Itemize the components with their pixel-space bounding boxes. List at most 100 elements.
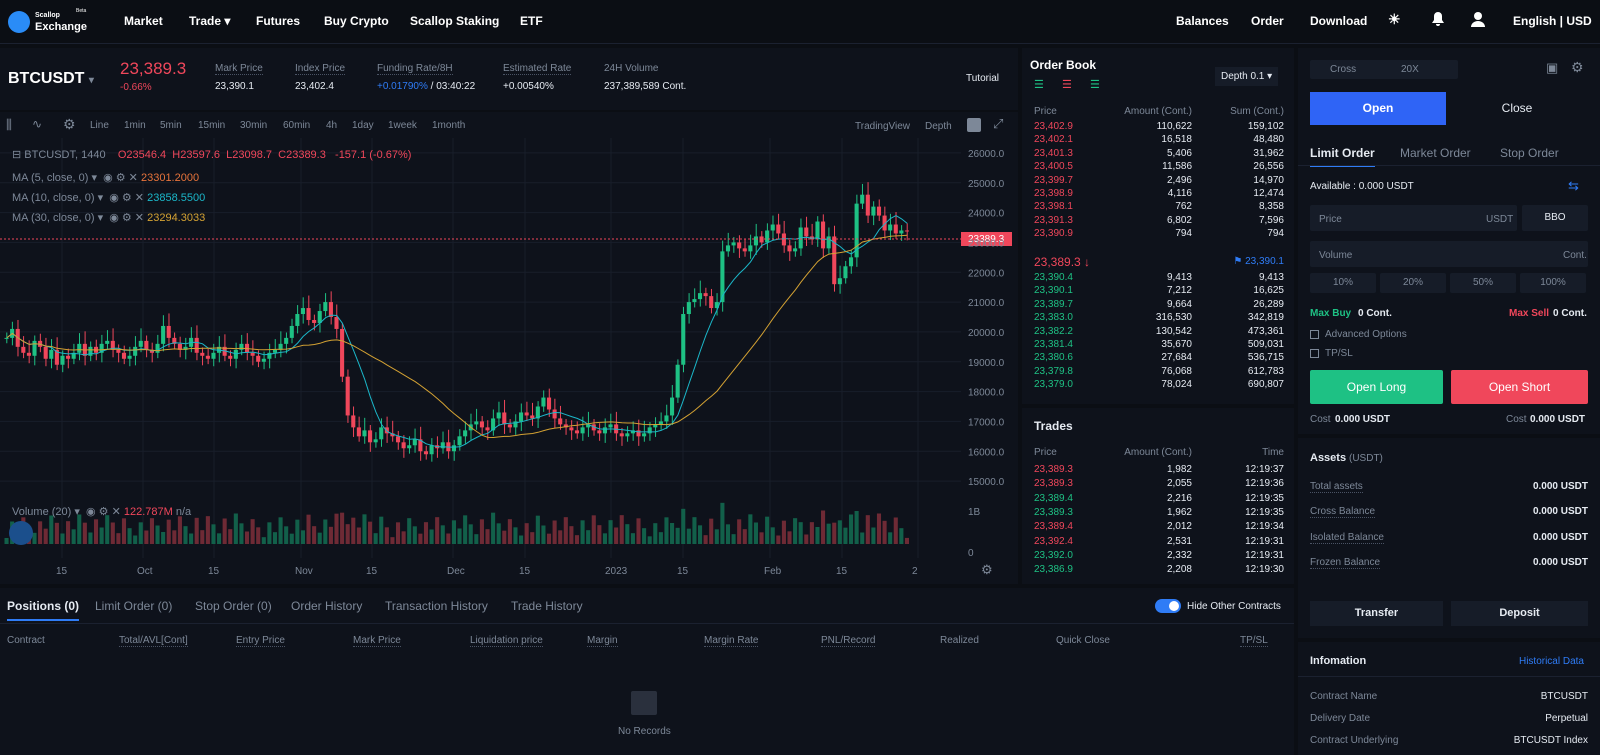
logo[interactable]: Scallop Exchange Beta [8,8,98,36]
ob-view-asks-icon[interactable]: ☰ [1062,79,1072,91]
bid-row[interactable]: 23,390.1 7,212 16,625 [1022,285,1294,298]
candle-type-icon[interactable]: ⫼ [6,117,12,132]
nav-trade[interactable]: Trade ▾ [189,14,231,28]
tab-market-order[interactable]: Market Order [1400,146,1471,160]
open-short-button[interactable]: Open Short [1451,370,1588,404]
interval-line[interactable]: Line [90,120,109,131]
deposit-button[interactable]: Deposit [1451,601,1588,626]
interval-5min[interactable]: 5min [160,120,182,131]
nav-order[interactable]: Order [1251,14,1284,28]
tab-limit-order[interactable]: Limit Order [1310,146,1375,167]
position-tab[interactable]: Trade History [511,599,583,613]
tab-stop-order[interactable]: Stop Order [1500,146,1559,160]
user-icon[interactable] [1471,11,1485,30]
ma10-legend[interactable]: MA (10, close, 0) ▾ ◉ ⚙ ✕ 23858.5500 [12,192,206,204]
ask-row[interactable]: 23,399.7 2,496 14,970 [1022,175,1294,188]
interval-1month[interactable]: 1month [432,120,466,131]
nav-download[interactable]: Download [1310,14,1368,28]
bid-row[interactable]: 23,380.6 27,684 536,715 [1022,352,1294,365]
bid-row[interactable]: 23,389.7 9,664 26,289 [1022,299,1294,312]
bid-row[interactable]: 23,379.8 76,068 612,783 [1022,366,1294,379]
position-tab[interactable]: Transaction History [385,599,488,613]
hide-contracts-toggle[interactable] [1155,599,1181,613]
depth-toggle[interactable]: Depth [925,121,952,132]
ma5-legend[interactable]: MA (5, close, 0) ▾ ◉ ⚙ ✕ 23301.2000 [12,172,200,184]
percent-button[interactable]: 20% [1380,273,1446,293]
depth-select[interactable]: Depth 0.1 ▾ [1215,67,1279,86]
language-selector[interactable]: English | USD [1513,14,1592,28]
nav-balances[interactable]: Balances [1176,14,1229,28]
chart-settings-icon[interactable]: ⚙ [981,562,993,577]
historical-data-link[interactable]: Historical Data [1518,656,1584,667]
ask-row[interactable]: 23,402.9 110,622 159,102 [1022,121,1294,134]
nav-futures[interactable]: Futures [256,14,301,28]
bid-row[interactable]: 23,383.0 316,530 342,819 [1022,312,1294,325]
leverage-selector[interactable]: 20X [1401,64,1419,75]
tpsl-checkbox[interactable] [1310,349,1319,358]
theme-sun-icon[interactable]: ☀ [1388,11,1401,27]
ask-row[interactable]: 23,398.9 4,116 12,474 [1022,188,1294,201]
transfer-swap-icon[interactable]: ⇆ [1568,178,1579,193]
open-long-button[interactable]: Open Long [1310,370,1443,404]
legend-collapse-icon[interactable]: ⊟ [12,149,22,161]
settings-icon[interactable]: ⚙ [63,116,76,132]
ob-view-both-icon[interactable]: ☰ [1034,79,1044,91]
candle [183,346,188,350]
bbo-button[interactable]: BBO [1522,205,1588,231]
candle [474,421,479,425]
bid-row[interactable]: 23,382.2 130,542 473,361 [1022,326,1294,339]
transfer-button[interactable]: Transfer [1310,601,1443,626]
close-tab-button[interactable]: Close [1446,92,1588,125]
nav-buy-crypto[interactable]: Buy Crypto [324,14,389,28]
ob-view-bids-icon[interactable]: ☰ [1090,79,1100,91]
candle [54,349,59,365]
percent-button[interactable]: 100% [1520,273,1586,293]
order-settings-icon[interactable]: ⚙ [1571,59,1584,75]
ask-row[interactable]: 23,390.9 794 794 [1022,228,1294,241]
ask-row[interactable]: 23,391.3 6,802 7,596 [1022,215,1294,228]
percent-button[interactable]: 50% [1450,273,1516,293]
nav-staking[interactable]: Scallop Staking [410,14,500,28]
position-tab[interactable]: Stop Order (0) [195,599,272,613]
interval-30min[interactable]: 30min [240,120,268,131]
ma30-legend[interactable]: MA (30, close, 0) ▾ ◉ ⚙ ✕ 23294.3033 [12,212,206,224]
candle [429,445,434,455]
position-tab[interactable]: Order History [291,599,363,613]
asset-value: 0.000 USDT [1532,481,1588,492]
position-tab[interactable]: Limit Order (0) [95,599,173,613]
layout-icon[interactable] [967,118,981,132]
ask-row[interactable]: 23,400.5 11,586 26,556 [1022,161,1294,174]
nav-etf[interactable]: ETF [520,14,543,28]
volume-bar [843,527,848,544]
percent-button[interactable]: 10% [1310,273,1376,293]
ask-row[interactable]: 23,401.3 5,406 31,962 [1022,148,1294,161]
interval-1week[interactable]: 1week [388,120,417,131]
interval-4h[interactable]: 4h [326,120,338,131]
bid-row[interactable]: 23,381.4 35,670 509,031 [1022,339,1294,352]
ask-row[interactable]: 23,402.1 16,518 48,480 [1022,134,1294,147]
bid-row[interactable]: 23,379.0 78,024 690,807 [1022,379,1294,392]
calculator-icon[interactable]: ▣ [1546,60,1559,75]
open-tab-button[interactable]: Open [1310,92,1446,125]
volume-legend[interactable]: Volume (20) ▾ ◉ ⚙ ✕ 122.787M n/a [12,506,192,518]
symbol-selector[interactable]: BTCUSDT ▾ [8,70,94,87]
volume-input[interactable] [1310,241,1588,267]
tutorial-link[interactable]: Tutorial [966,73,999,84]
volume-bar [138,522,143,544]
max-buy-value: 0 Cont. [1358,308,1392,319]
nav-market[interactable]: Market [124,14,163,28]
indicator-icon[interactable]: ∿ [32,117,43,131]
interval-1min[interactable]: 1min [124,120,146,131]
price-input[interactable] [1310,205,1517,231]
interval-1day[interactable]: 1day [352,120,374,131]
bid-row[interactable]: 23,390.4 9,413 9,413 [1022,272,1294,285]
advanced-options-checkbox[interactable] [1310,330,1319,339]
interval-15min[interactable]: 15min [198,120,226,131]
margin-mode-cross[interactable]: Cross [1330,64,1357,75]
interval-60min[interactable]: 60min [283,120,311,131]
ask-row[interactable]: 23,398.1 762 8,358 [1022,201,1294,214]
bell-icon[interactable] [1431,11,1445,30]
tradingview-toggle[interactable]: TradingView [855,121,911,132]
position-tab[interactable]: Positions (0) [7,599,80,621]
fullscreen-icon[interactable]: ⤢ [993,116,1004,131]
